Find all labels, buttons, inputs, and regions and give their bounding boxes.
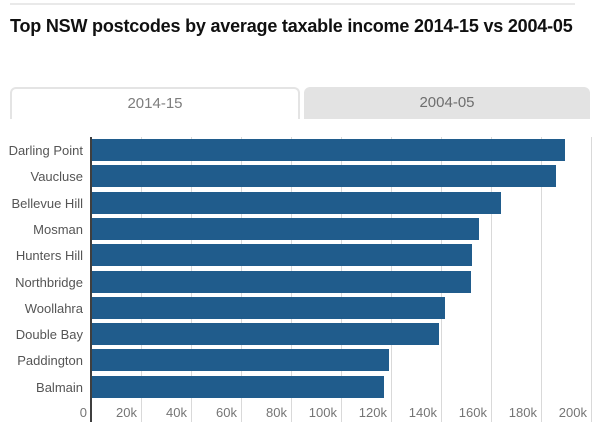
row-label-balmain: Balmain [36, 379, 83, 395]
row-label-bellevue-hill: Bellevue Hill [11, 195, 83, 211]
x-tick-label-120k: 120k [358, 405, 387, 420]
bar-double-bay[interactable] [92, 323, 439, 346]
bar-hunters-hill[interactable] [92, 244, 473, 267]
top-divider [10, 3, 575, 5]
bar-bellevue-hill[interactable] [92, 191, 501, 214]
bar-northbridge[interactable] [92, 270, 471, 293]
bar-chart: 0 20k 40k 60k 80k 100k 120k 140k 160k 180k 200k Dar… [0, 137, 600, 437]
x-tick-label-200k: 200k [558, 405, 587, 420]
bar-darling-point[interactable] [92, 139, 565, 161]
x-tick-label-100k: 100k [308, 405, 337, 420]
bar-woollahra[interactable] [92, 296, 445, 319]
page-title: Top NSW postcodes by average taxable inc… [10, 16, 573, 36]
y-axis-line [90, 137, 92, 422]
row-label-paddington: Paddington [17, 353, 83, 369]
tab-2004-05[interactable]: 2004-05 [304, 87, 590, 119]
bar-mosman[interactable] [92, 217, 479, 240]
row-label-mosman: Mosman [33, 221, 83, 237]
gridline-160k [490, 137, 492, 422]
tab-2014-15[interactable]: 2014-15 [10, 87, 300, 119]
tab-bar: 2014-15 2004-05 [10, 87, 590, 119]
x-tick-label-140k: 140k [408, 405, 437, 420]
bar-paddington[interactable] [92, 349, 389, 372]
bar-vaucluse[interactable] [92, 165, 556, 188]
x-tick-label-60k: 60k [216, 405, 237, 420]
row-label-darling-point: Darling Point [8, 143, 83, 158]
x-tick-label-0: 0 [79, 405, 87, 420]
x-tick-label-20k: 20k [116, 405, 137, 420]
x-tick-label-40k: 40k [166, 405, 187, 420]
x-tick-label-160k: 160k [458, 405, 487, 420]
x-tick-label-80k: 80k [266, 405, 287, 420]
gridline-200k [590, 137, 592, 422]
row-label-hunters-hill: Hunters Hill [15, 248, 83, 264]
row-label-northbridge: Northbridge [15, 274, 83, 290]
x-tick-label-180k: 180k [508, 405, 537, 420]
row-label-double-bay: Double Bay [15, 327, 83, 343]
row-label-woollahra: Woollahra [24, 300, 83, 316]
gridline-180k [540, 137, 542, 422]
row-label-vaucluse: Vaucluse [30, 169, 83, 185]
bar-balmain[interactable] [92, 375, 384, 398]
